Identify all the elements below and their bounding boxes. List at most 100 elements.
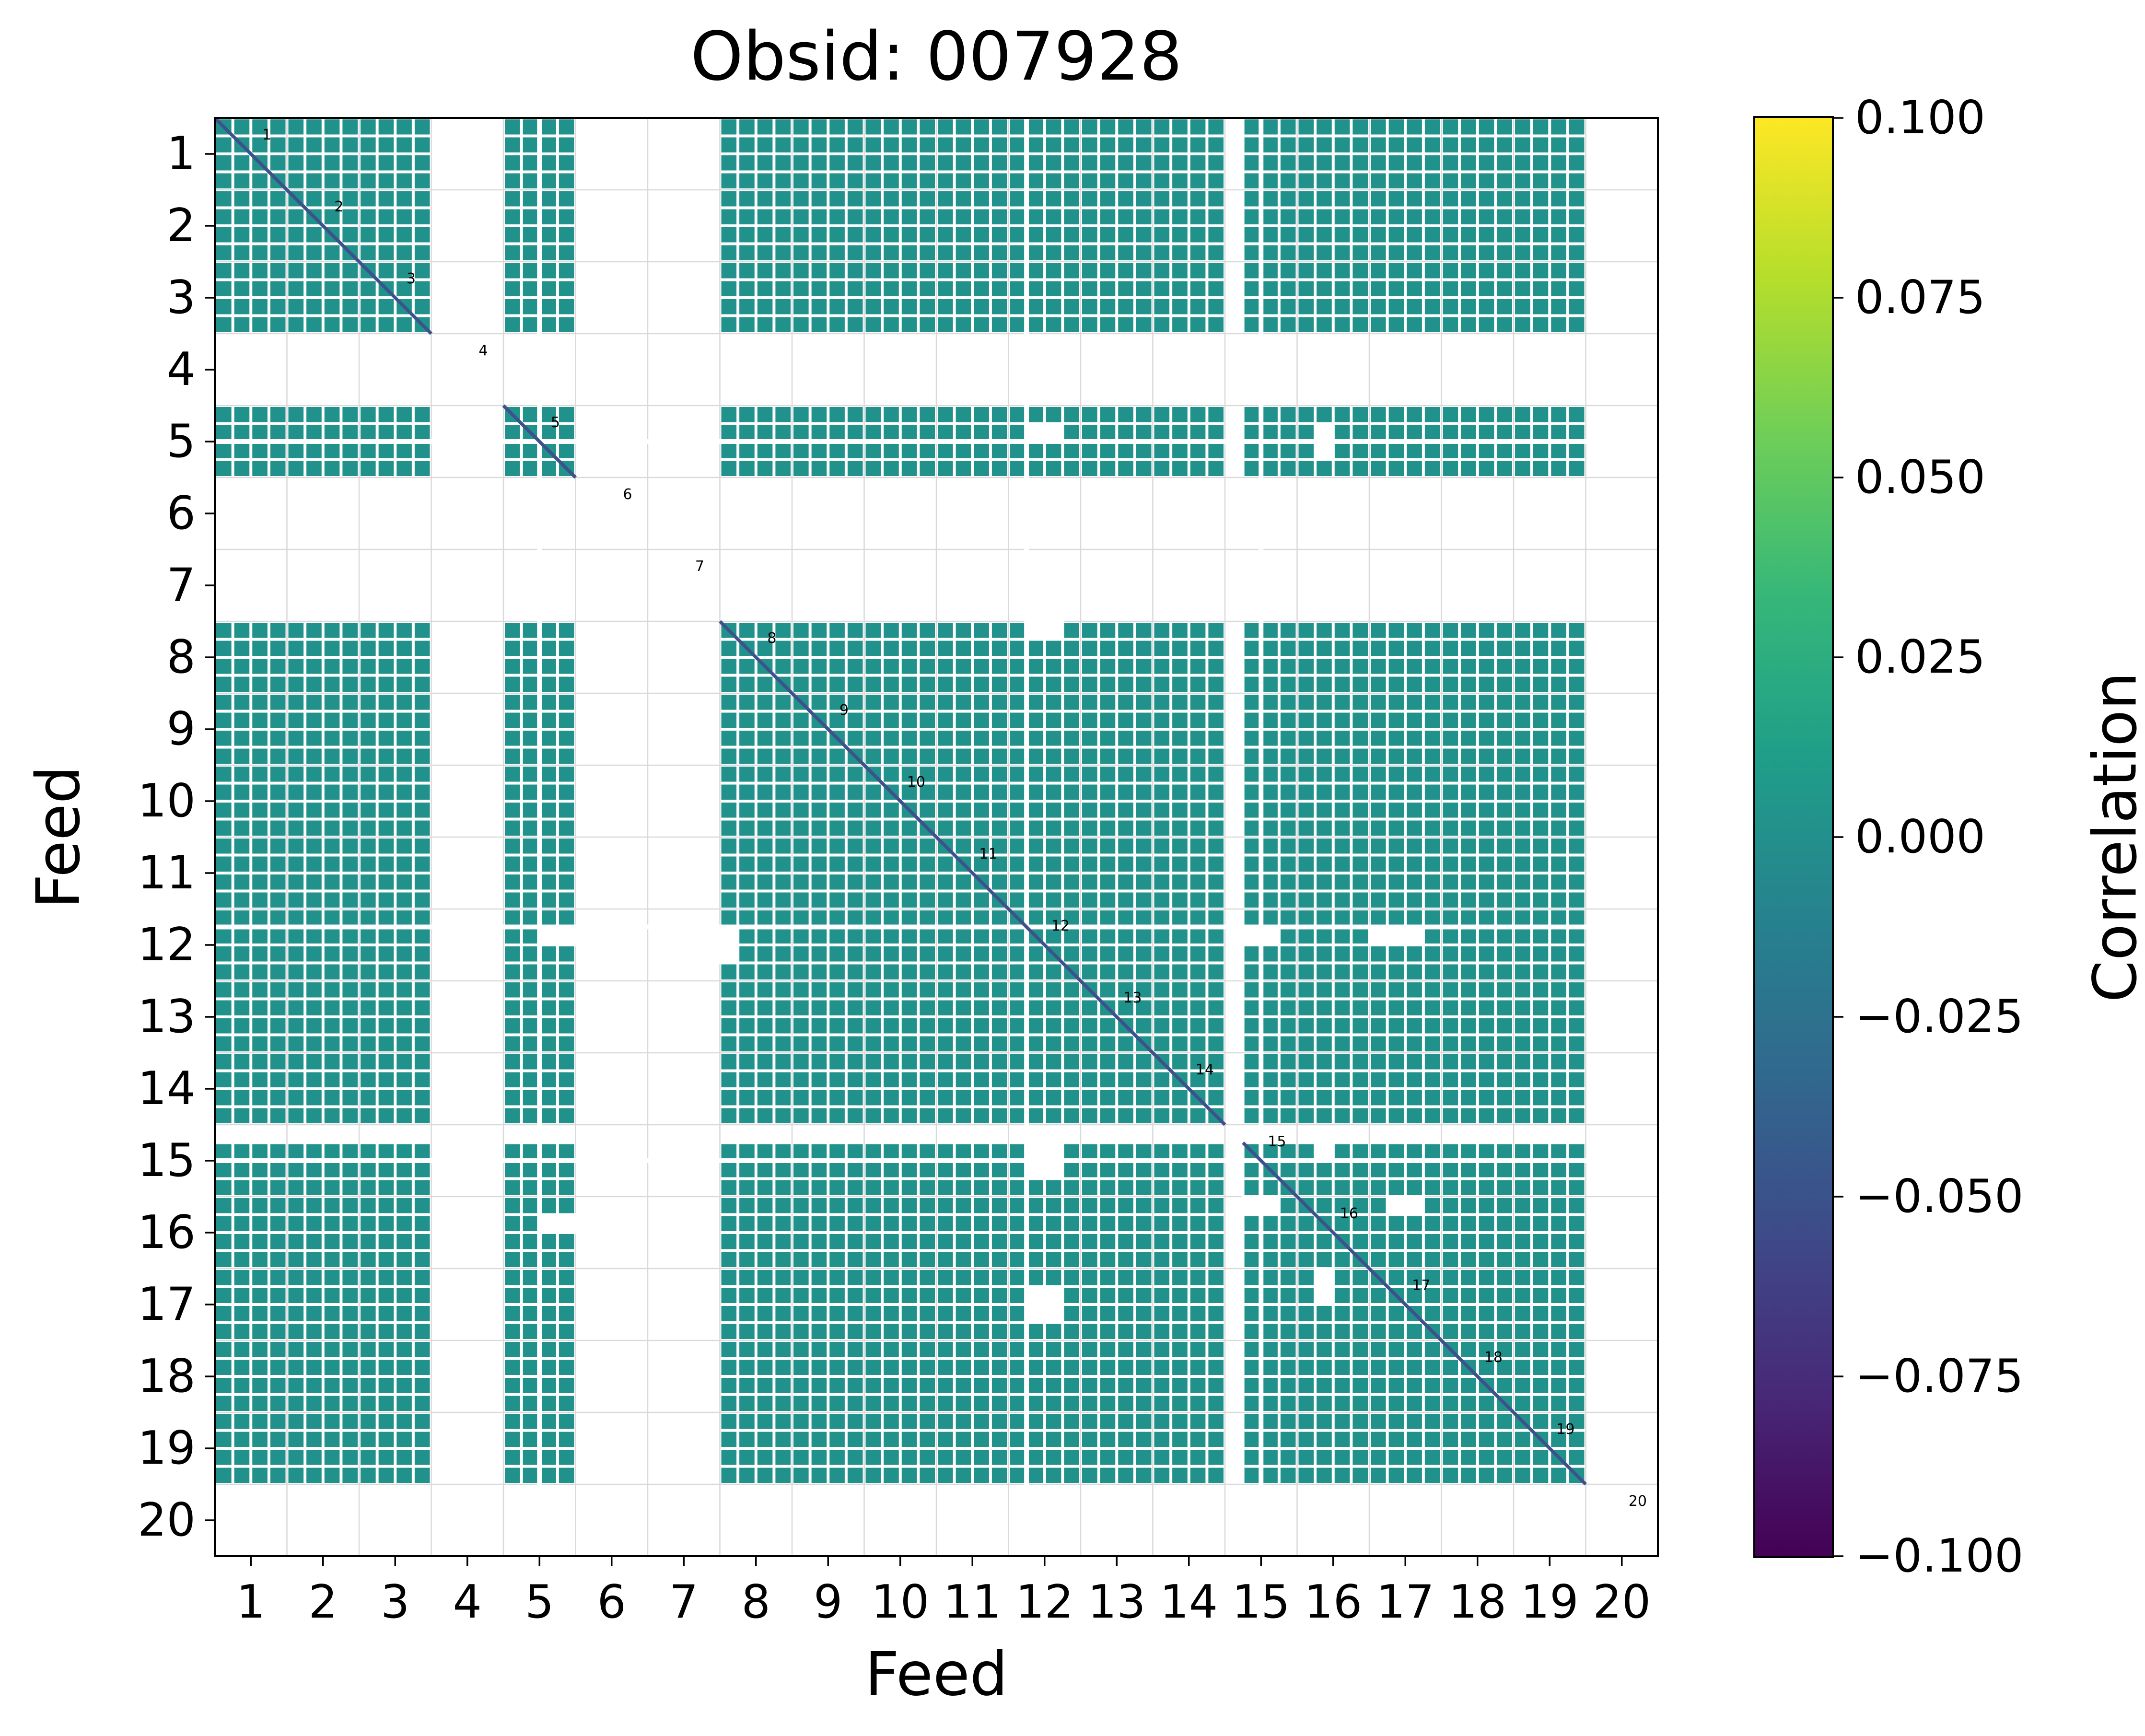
subcell-gap-horizontal [1298, 1429, 1368, 1432]
subcell-gap-horizontal [1244, 1393, 1296, 1396]
subcell-gap-horizontal [865, 1069, 935, 1072]
subcell-gap-horizontal [1371, 656, 1440, 659]
diagonal-feed-label: 16 [1340, 1205, 1358, 1222]
subcell-gap-horizontal [361, 1465, 430, 1468]
subcell-gap-horizontal [1082, 1321, 1152, 1324]
subcell-gap-horizontal [216, 1249, 286, 1252]
subcell-gap-vertical [971, 1144, 974, 1195]
diagonal-line [1296, 1195, 1371, 1270]
subcell-gap-horizontal [1443, 1069, 1512, 1072]
diagonal-feed-label: 7 [695, 558, 704, 575]
subcell-gap-horizontal [721, 242, 791, 245]
subcell-gap-horizontal [216, 422, 286, 425]
y-tick-label: 12 [138, 919, 196, 971]
subcell-gap-horizontal [216, 314, 286, 317]
diagonal-feed-label: 2 [334, 198, 343, 215]
subcell-gap-horizontal [361, 638, 430, 641]
subcell-gap-horizontal [1244, 422, 1296, 425]
diagonal-line [1368, 1267, 1443, 1342]
subcell-gap-horizontal [1515, 889, 1585, 893]
subcell-gap-horizontal [1244, 278, 1296, 281]
subcell-gap-horizontal [865, 853, 935, 857]
subcell-gap-horizontal [721, 817, 791, 821]
subcell-gap-horizontal [1371, 961, 1440, 965]
subcell-gap-horizontal [288, 1447, 358, 1450]
x-tick-label: 9 [814, 1576, 842, 1629]
subcell-gap-horizontal [1010, 1105, 1079, 1108]
subcell-gap-horizontal [1443, 728, 1512, 731]
subcell-gap-horizontal [1443, 781, 1512, 785]
subcell-gap-horizontal [1443, 1033, 1512, 1037]
subcell-gap-horizontal [865, 1033, 935, 1037]
colorbar [1753, 116, 1834, 1558]
subcell-gap-horizontal [1298, 1393, 1368, 1396]
subcell-gap-horizontal [865, 710, 935, 713]
subcell-gap-horizontal [1082, 1375, 1152, 1378]
subcell-gap-horizontal [361, 781, 430, 785]
subcell-gap-horizontal [938, 1447, 1007, 1450]
subcell-gap-horizontal [1443, 638, 1512, 641]
subcell-gap-horizontal [1298, 728, 1368, 731]
missing-data-patches [215, 118, 1658, 1556]
subcell-gap-horizontal [361, 800, 430, 803]
subcell-gap-horizontal [938, 710, 1007, 713]
subcell-gap-horizontal [288, 1249, 358, 1252]
subcell-gap-horizontal [865, 872, 935, 874]
subcell-gap-horizontal [1010, 872, 1079, 874]
subcell-gap-horizontal [865, 746, 935, 749]
subcell-gap-horizontal [1298, 1069, 1368, 1072]
x-tick-label: 13 [1088, 1576, 1146, 1629]
subcell-gap-horizontal [721, 1105, 791, 1108]
subcell-gap-horizontal [216, 781, 286, 785]
subcell-gap-horizontal [1515, 1015, 1585, 1018]
subcell-gap-horizontal [1082, 1231, 1152, 1234]
diagonal-feed-label: 20 [1629, 1493, 1647, 1510]
subcell-gap-horizontal [938, 1465, 1007, 1468]
subcell-gap-horizontal [793, 1069, 863, 1072]
subcell-gap-horizontal [1010, 1465, 1079, 1468]
subcell-gap-horizontal [865, 1429, 935, 1432]
subcell-gap-horizontal [865, 1375, 935, 1378]
subcell-gap-horizontal [938, 242, 1007, 245]
subcell-gap-horizontal [1515, 1285, 1585, 1288]
subcell-gap-horizontal [1082, 872, 1152, 874]
subcell-gap-horizontal [216, 1321, 286, 1324]
subcell-gap-horizontal [216, 1375, 286, 1378]
subcell-gap-horizontal [865, 278, 935, 281]
subcell-gap-horizontal [288, 781, 358, 785]
x-tick-label: 10 [871, 1576, 929, 1629]
subcell-gap-horizontal [361, 134, 430, 138]
subcell-gap-horizontal [361, 997, 430, 1001]
subcell-gap-horizontal [793, 817, 863, 821]
subcell-gap-horizontal [1371, 746, 1440, 749]
subcell-gap-horizontal [793, 800, 863, 803]
x-tick-label: 20 [1593, 1576, 1651, 1629]
subcell-gap-horizontal [865, 242, 935, 245]
thin-gap-row [215, 439, 1658, 444]
x-tick-label: 19 [1521, 1576, 1579, 1629]
y-tick-label: 3 [167, 271, 196, 324]
subcell-gap-horizontal [793, 853, 863, 857]
subcell-gap-horizontal [1371, 1465, 1440, 1468]
subcell-gap-horizontal [288, 800, 358, 803]
subcell-gap-horizontal [938, 422, 1007, 425]
subcell-gap-horizontal [1443, 422, 1512, 425]
subcell-gap-horizontal [1244, 458, 1296, 461]
subcell-gap-vertical [881, 1144, 884, 1195]
subcell-gap-horizontal [1154, 1465, 1224, 1468]
subcell-gap-horizontal [1244, 1015, 1296, 1018]
subcell-gap-horizontal [216, 1465, 286, 1468]
subcell-gap-horizontal [1082, 889, 1152, 893]
subcell-gap-horizontal [938, 1303, 1007, 1306]
subcell-gap-horizontal [1244, 1285, 1296, 1288]
x-tick-label: 14 [1160, 1576, 1218, 1629]
subcell-gap-horizontal [1515, 1069, 1585, 1072]
subcell-gap-horizontal [1371, 1393, 1440, 1396]
subcell-gap-horizontal [1443, 152, 1512, 155]
subcell-gap-horizontal [721, 1375, 791, 1378]
subcell-gap-horizontal [1443, 242, 1512, 245]
subcell-gap-vertical [754, 1144, 758, 1195]
subcell-gap-horizontal [288, 1375, 358, 1378]
missing-data-patch [718, 925, 740, 965]
subcell-gap-horizontal [1244, 242, 1296, 245]
